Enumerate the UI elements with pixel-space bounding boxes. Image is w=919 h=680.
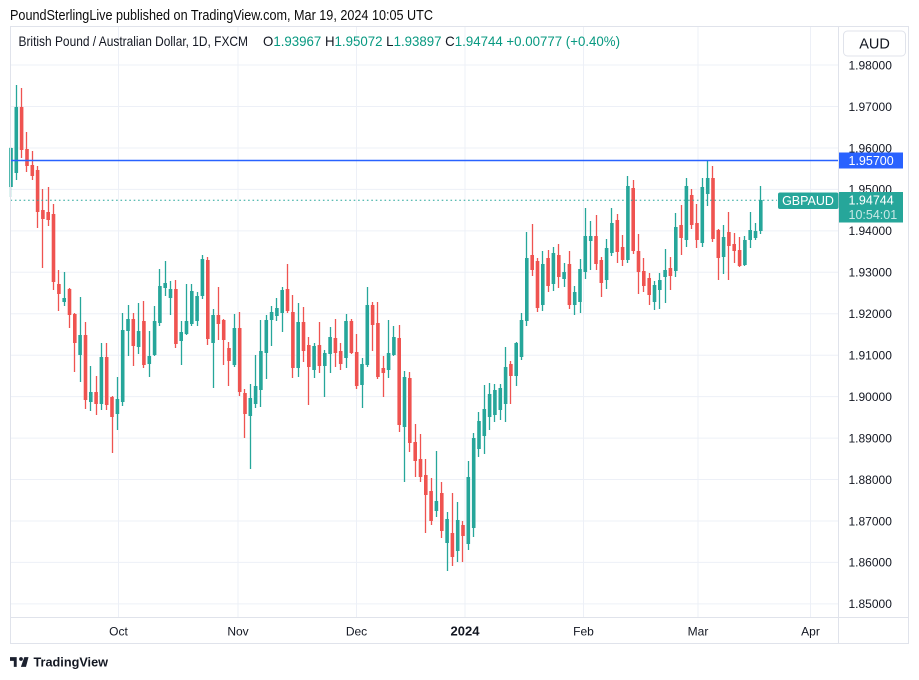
svg-text:Apr: Apr: [801, 625, 820, 639]
svg-text:Nov: Nov: [227, 625, 248, 639]
svg-text:1.96000: 1.96000: [849, 141, 893, 155]
svg-text:1.86000: 1.86000: [849, 556, 893, 570]
svg-text:1.97000: 1.97000: [849, 100, 893, 114]
svg-text:Oct: Oct: [109, 625, 128, 639]
svg-text:1.94000: 1.94000: [849, 224, 893, 238]
svg-text:1.90000: 1.90000: [849, 390, 893, 404]
svg-text:AUD: AUD: [859, 36, 890, 52]
svg-text:British Pound / Australian Dol: British Pound / Australian Dollar, 1D, F…: [19, 34, 249, 49]
svg-text:1.94744: 1.94744: [849, 194, 894, 208]
svg-text:Dec: Dec: [346, 625, 367, 639]
svg-text:10:54:01: 10:54:01: [849, 208, 898, 222]
svg-text:PoundSterlingLive published on: PoundSterlingLive published on TradingVi…: [10, 8, 433, 24]
svg-text:1.89000: 1.89000: [849, 431, 893, 445]
svg-text:1.98000: 1.98000: [849, 58, 893, 72]
svg-text:2024: 2024: [451, 624, 481, 639]
svg-text:TradingView: TradingView: [34, 655, 109, 670]
svg-text:1.92000: 1.92000: [849, 307, 893, 321]
svg-text:1.85000: 1.85000: [849, 597, 893, 611]
svg-text:1.87000: 1.87000: [849, 514, 893, 528]
svg-text:O1.93967 H1.95072 L1.93897: O1.93967 H1.95072 L1.93897 C1.94744 +0.0…: [263, 34, 620, 49]
svg-text:1.91000: 1.91000: [849, 349, 893, 363]
svg-text:1.88000: 1.88000: [849, 473, 893, 487]
svg-text:1.95700: 1.95700: [849, 154, 894, 168]
svg-text:Feb: Feb: [573, 625, 594, 639]
svg-text:1.93000: 1.93000: [849, 266, 893, 280]
svg-text:Mar: Mar: [688, 625, 709, 639]
svg-text:GBPAUD: GBPAUD: [782, 194, 834, 208]
